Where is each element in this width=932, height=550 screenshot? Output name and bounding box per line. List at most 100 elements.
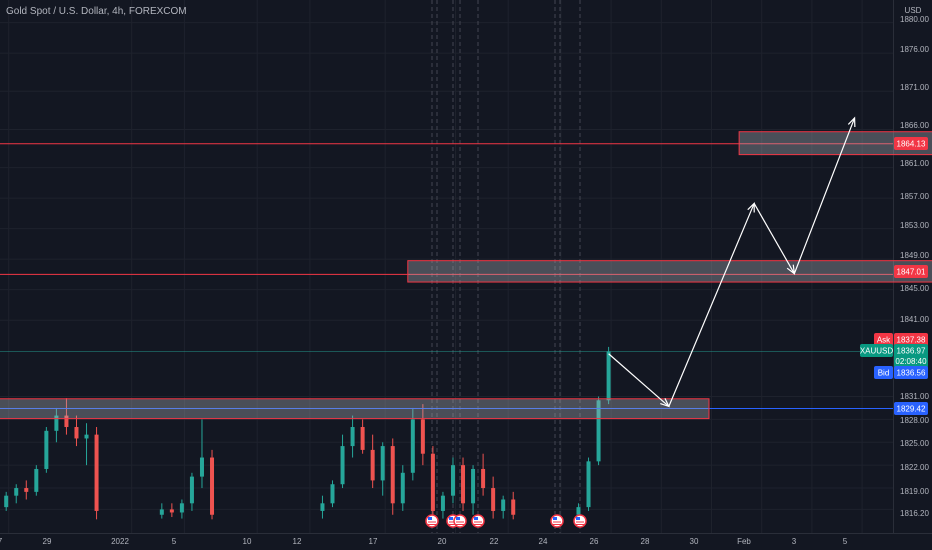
symbol-legend[interactable]: Gold Spot / U.S. Dollar, 4h, FOREXCOM [6, 6, 187, 17]
candle [94, 427, 99, 520]
time-tick: 2022 [111, 537, 129, 546]
price-tick: 1857.00 [900, 192, 929, 201]
candle [586, 457, 591, 511]
arrow-shaft [608, 353, 670, 407]
candle-body [34, 468, 39, 492]
zone-rectangle [407, 260, 932, 283]
bid-tag: Bid 1836.56 [874, 366, 928, 379]
candle-body [491, 488, 496, 511]
arrow-shaft [793, 117, 856, 274]
time-tick: 26 [590, 537, 599, 546]
candle [84, 423, 89, 466]
time-tick: 17 [369, 537, 378, 546]
candle [370, 434, 375, 489]
candle [461, 457, 466, 511]
candle-body [330, 484, 335, 504]
svg-text:Bid: Bid [878, 369, 890, 378]
candle-body [169, 509, 174, 513]
candle-body [14, 488, 19, 496]
svg-text:Ask: Ask [877, 336, 891, 345]
level-tag-high: 1864.13 [894, 137, 928, 150]
candle-body [44, 430, 49, 469]
projection-arrows[interactable] [608, 116, 856, 408]
candle-body [400, 472, 405, 504]
zone-rectangle [738, 131, 932, 156]
candle [450, 457, 455, 504]
candle [199, 419, 204, 489]
flag-canton [428, 517, 432, 520]
candle [350, 415, 355, 458]
candle [159, 503, 164, 519]
flag-ring [550, 514, 564, 528]
bar-countdown: 02:08:40 [895, 357, 927, 366]
flag-ring [471, 514, 485, 528]
candle-body [501, 499, 506, 511]
candle [320, 495, 325, 519]
candle [179, 499, 184, 519]
candle-body [54, 415, 59, 431]
us-event-flag-icon[interactable] [471, 514, 485, 528]
level-tag-low: 1829.42 [894, 402, 928, 415]
us-event-flag-icon[interactable] [550, 514, 564, 528]
arrow-shaft [668, 203, 755, 407]
candle-body [410, 419, 415, 473]
time-tick: 22 [490, 537, 499, 546]
last-price-tag: 1836.97 02:08:40 [894, 344, 928, 368]
candle [380, 442, 385, 496]
us-event-flag-icon[interactable] [453, 514, 467, 528]
time-tick: Feb [737, 537, 751, 546]
us-event-flag-icon[interactable] [425, 514, 439, 528]
time-tick: 10 [243, 537, 252, 546]
candle-body [360, 427, 365, 450]
candle-body [596, 400, 601, 462]
zone-rectangle [0, 398, 710, 420]
candle [390, 438, 395, 515]
candle [330, 480, 335, 508]
candle-body [450, 465, 455, 496]
price-tick: 1845.00 [900, 284, 929, 293]
candle [400, 465, 405, 511]
candle-body [471, 468, 476, 504]
flag-canton [474, 517, 478, 520]
svg-text:1836.56: 1836.56 [897, 369, 926, 378]
candle-body [84, 434, 89, 439]
candle-body [350, 427, 355, 447]
grid-lines [0, 0, 893, 533]
candle-body [430, 453, 435, 511]
time-axis[interactable]: 7 29 2022 5 10 12 17 20 22 24 26 28 30 F… [0, 537, 848, 546]
price-tick: 1828.00 [900, 416, 929, 425]
candle-body [4, 495, 9, 508]
candle [64, 398, 69, 435]
candle [4, 491, 9, 511]
arrow-head [847, 116, 856, 128]
candle-body [576, 507, 581, 515]
candle [501, 495, 506, 519]
candle [54, 407, 59, 443]
time-tick: 5 [843, 537, 848, 546]
time-tick: 12 [293, 537, 302, 546]
price-axis[interactable]: USD 1880.00 1876.00 1871.00 1866.00 1861… [900, 6, 929, 518]
time-tick: 3 [792, 537, 797, 546]
price-tick: 1861.00 [900, 159, 929, 168]
candle [481, 453, 486, 496]
candle [210, 449, 215, 520]
symbol-description: Gold Spot / U.S. Dollar, 4h, FOREXCOM [6, 6, 187, 17]
time-tick: 5 [172, 537, 177, 546]
economic-events[interactable] [425, 514, 587, 528]
candle [74, 415, 79, 447]
horizontal-levels[interactable] [0, 143, 893, 410]
candle [440, 491, 445, 519]
flag-canton [576, 517, 580, 520]
candle-body [461, 465, 466, 504]
zones[interactable] [0, 131, 932, 420]
time-tick: 20 [438, 537, 447, 546]
candle-body [370, 449, 375, 481]
candles [4, 346, 611, 520]
price-tick: 1825.00 [900, 439, 929, 448]
candle [340, 434, 345, 489]
us-event-flag-icon[interactable] [573, 514, 587, 528]
candle [24, 480, 29, 500]
event-lines [431, 0, 581, 533]
price-tick: 1849.00 [900, 251, 929, 260]
